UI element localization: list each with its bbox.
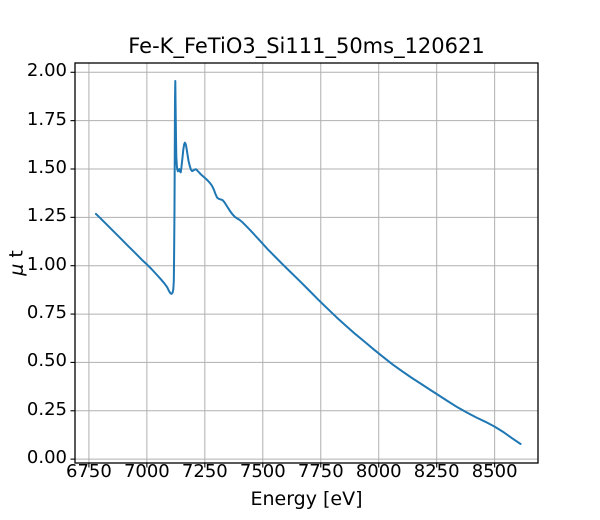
chart-title: Fe-K_FeTiO3_Si111_50ms_120621 <box>128 34 485 58</box>
y-tick-label: 0.25 <box>26 398 67 420</box>
y-tick-label: 1.00 <box>26 253 67 275</box>
y-tick-label: 0.50 <box>26 350 67 372</box>
x-tick-label: 8500 <box>471 461 518 482</box>
x-tick-label: 7000 <box>123 461 170 482</box>
data-line-mu_t_absorption <box>94 80 522 445</box>
x-tick-label: 8000 <box>355 461 402 482</box>
y-tick-label: 1.50 <box>26 156 67 178</box>
x-tick-label: 7500 <box>239 461 286 482</box>
y-tick-label: 0.75 <box>26 302 67 324</box>
y-tick-label: 1.75 <box>26 108 67 130</box>
axes-spines <box>74 62 539 464</box>
x-tick-label: 8250 <box>413 461 460 482</box>
x-axis-label: Energy [eV] <box>250 488 363 510</box>
y-tick-label: 0.00 <box>26 447 67 469</box>
y-tick-label: 1.25 <box>26 205 67 227</box>
x-tick-label: 7750 <box>297 461 344 482</box>
y-tick-label: 2.00 <box>26 60 67 82</box>
x-tick-label: 6750 <box>66 461 112 482</box>
x-tick-label: 7250 <box>181 461 228 482</box>
